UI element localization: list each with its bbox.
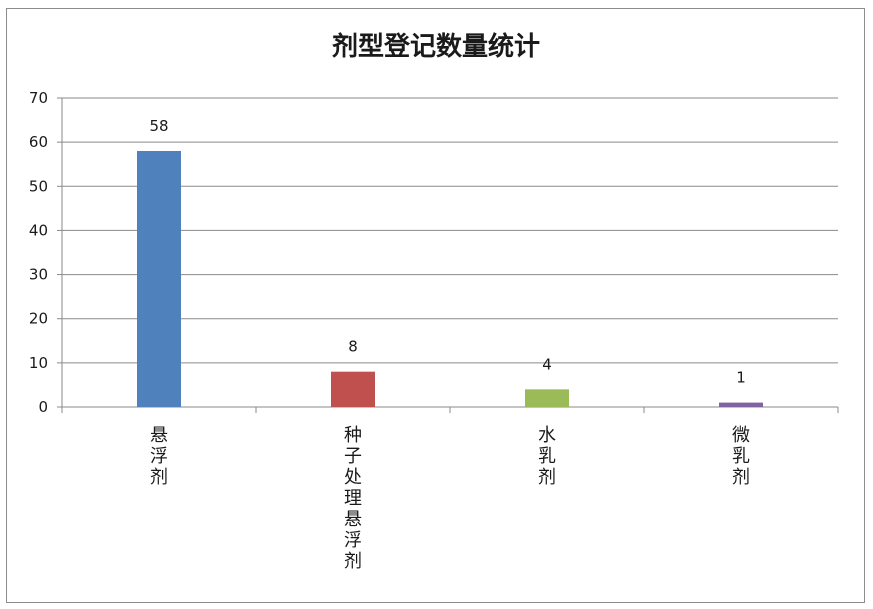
- bar: [525, 389, 569, 407]
- category-label-char: 子: [344, 446, 362, 467]
- category-label-char: 剂: [732, 467, 750, 488]
- chart-title: 剂型登记数量统计: [332, 31, 540, 62]
- category-label-char: 乳: [538, 446, 556, 467]
- y-tick-label: 70: [29, 89, 48, 107]
- category-label-char: 微: [732, 425, 750, 446]
- category-label-char: 剂: [344, 551, 362, 572]
- category-label: 悬浮剂: [150, 425, 168, 488]
- axes: 0 10 20 30 40 50 60 70: [29, 89, 839, 416]
- category-label-char: 悬: [150, 425, 168, 446]
- category-label: 种子处理悬浮剂: [344, 425, 362, 572]
- gridlines: [62, 97, 838, 364]
- data-label: 4: [542, 355, 552, 373]
- category-label-char: 浮: [150, 446, 168, 467]
- category-label-char: 剂: [538, 467, 556, 488]
- category-label-char: 乳: [732, 446, 750, 467]
- bars: [137, 150, 763, 407]
- category-label-char: 种: [344, 425, 362, 446]
- category-label-char: 水: [538, 425, 556, 446]
- y-tick-label: 30: [29, 266, 48, 284]
- y-tick-label: 40: [29, 221, 48, 239]
- category-label-char: 悬: [344, 509, 362, 530]
- category-label-char: 浮: [344, 530, 362, 551]
- y-tick-label: 50: [29, 177, 48, 195]
- bar: [137, 150, 181, 407]
- y-tick-label: 10: [29, 354, 48, 372]
- data-labels: 58 8 4 1: [149, 117, 745, 387]
- data-label: 58: [149, 117, 168, 135]
- data-label: 8: [348, 338, 358, 356]
- category-label: 水乳剂: [538, 425, 556, 488]
- data-label: 1: [736, 369, 746, 387]
- category-label-char: 剂: [150, 467, 168, 488]
- category-label: 微乳剂: [732, 425, 750, 488]
- bar: [719, 402, 763, 407]
- y-tick-label: 20: [29, 310, 48, 328]
- category-label-char: 理: [344, 488, 362, 509]
- y-tick-label: 60: [29, 133, 48, 151]
- y-tick-label: 0: [38, 398, 48, 416]
- bar: [331, 371, 375, 407]
- category-label-char: 处: [344, 467, 362, 488]
